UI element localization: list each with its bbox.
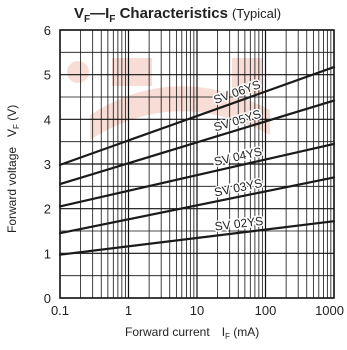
- series-label: SV 02YS: [214, 214, 264, 234]
- x-tick-label: 100: [255, 303, 277, 318]
- chart-title: VF—IF Characteristics (Typical): [74, 5, 281, 25]
- y-axis-label: Forward voltageVF (V): [5, 105, 21, 233]
- series-line: [58, 99, 336, 186]
- grid: [59, 29, 335, 299]
- watermark-dot: [67, 61, 89, 83]
- y-tick-label: 3: [44, 157, 51, 172]
- watermark-block: [112, 58, 152, 86]
- watermark-swoosh: [90, 86, 270, 140]
- series-line: [58, 65, 336, 166]
- series-line: [58, 142, 336, 208]
- watermark-logo: [67, 58, 270, 140]
- x-tick-label: 0.1: [51, 303, 69, 318]
- y-tick-label: 4: [44, 112, 51, 127]
- watermark-block: [232, 58, 262, 94]
- x-tick-label: 1: [125, 303, 132, 318]
- x-tick-label: 1000: [315, 303, 344, 318]
- y-tick-label: 1: [44, 246, 51, 261]
- x-tick-label: 10: [190, 303, 204, 318]
- series-line: [58, 176, 336, 235]
- x-axis-label: Forward current IF (mA): [125, 325, 259, 341]
- series-line: [58, 220, 336, 256]
- y-tick-label: 0: [44, 291, 51, 306]
- tick-labels: 0.1 1 10 100 1000 0 1 2 3 4 5 6: [44, 23, 344, 318]
- y-tick-label: 2: [44, 202, 51, 217]
- y-tick-label: 6: [44, 23, 51, 38]
- y-tick-label: 5: [44, 68, 51, 83]
